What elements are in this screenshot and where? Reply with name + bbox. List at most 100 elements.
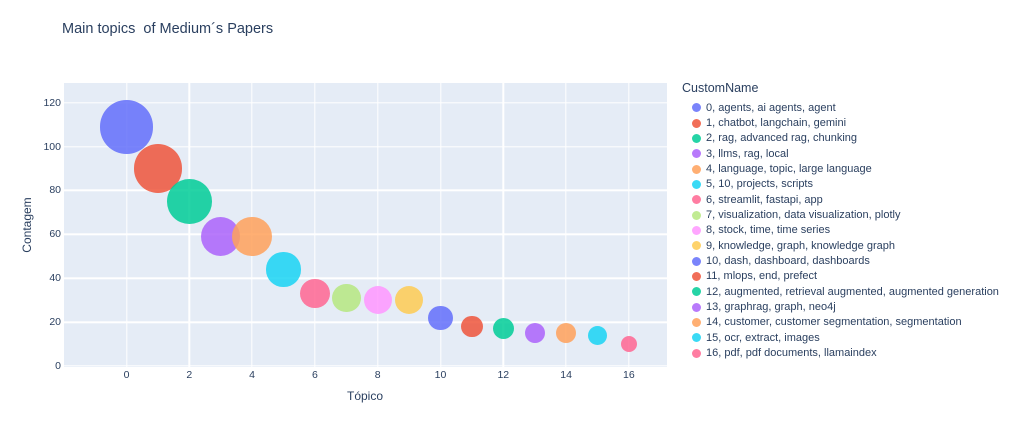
bubble-topic-4[interactable] <box>232 216 272 257</box>
x-tick-label: 14 <box>560 368 572 381</box>
x-tick-label: 0 <box>123 368 130 381</box>
legend-item-label: 4, language, topic, large language <box>706 163 872 176</box>
bubble-topic-7[interactable] <box>331 283 361 313</box>
legend-item-label: 0, agents, ai agents, agent <box>706 101 836 114</box>
bubble-topic-9[interactable] <box>395 286 424 315</box>
bubble-topic-2[interactable] <box>167 179 212 224</box>
x-gridline <box>314 83 316 367</box>
x-tick-label: 2 <box>186 368 193 381</box>
legend-item-14[interactable]: 14, customer, customer segmentation, seg… <box>682 315 1022 330</box>
legend-marker-icon <box>692 179 701 189</box>
chart-title: Main topics of Medium´s Papers <box>62 21 274 37</box>
bubble-topic-5[interactable] <box>266 252 301 287</box>
bubble-topic-13[interactable] <box>524 323 545 344</box>
legend-item-label: 8, stock, time, time series <box>706 224 831 237</box>
legend-item-label: 6, streamlit, fastapi, app <box>706 193 823 206</box>
legend-item-label: 15, ocr, extract, images <box>706 331 820 344</box>
legend-marker-icon <box>692 348 701 358</box>
legend-marker-icon <box>692 195 701 205</box>
legend-item-label: 10, dash, dashboard, dashboards <box>706 255 870 268</box>
bubble-topic-10[interactable] <box>428 305 453 330</box>
legend-item-7[interactable]: 7, visualization, data visualization, pl… <box>682 207 1022 222</box>
legend-item-label: 7, visualization, data visualization, pl… <box>706 209 901 222</box>
y-tick-label: 40 <box>49 272 61 285</box>
x-gridline <box>628 83 630 367</box>
bubble-topic-12[interactable] <box>492 318 514 340</box>
bubble-topic-11[interactable] <box>460 315 483 338</box>
legend-item-1[interactable]: 1, chatbot, langchain, gemini <box>682 115 1022 130</box>
legend-item-12[interactable]: 12, augmented, retrieval augmented, augm… <box>682 284 1022 299</box>
legend-item-label: 3, llms, rag, local <box>706 147 789 160</box>
legend-marker-icon <box>692 225 701 235</box>
x-gridline <box>125 83 128 367</box>
legend-marker-icon <box>692 103 701 113</box>
x-gridline <box>376 83 379 367</box>
bubble-topic-14[interactable] <box>556 323 577 344</box>
legend-marker-icon <box>692 149 701 159</box>
y-tick-label: 60 <box>49 228 61 241</box>
bubble-topic-15[interactable] <box>587 325 608 345</box>
legend-item-label: 12, augmented, retrieval augmented, augm… <box>706 285 999 298</box>
legend-marker-icon <box>692 333 701 343</box>
bubble-topic-0[interactable] <box>99 100 154 154</box>
legend-item-label: 13, graphrag, graph, neo4j <box>706 301 836 314</box>
y-tick-label: 80 <box>49 184 61 197</box>
legend-item-label: 1, chatbot, langchain, gemini <box>706 117 847 130</box>
bubble-topic-6[interactable] <box>300 278 330 309</box>
legend-marker-icon <box>692 317 701 327</box>
legend: CustomName 0, agents, ai agents, agent 1,… <box>682 80 1022 361</box>
legend-marker-icon <box>692 256 701 266</box>
x-tick-label: 8 <box>374 368 381 381</box>
legend-item-label: 11, mlops, end, prefect <box>706 270 818 283</box>
legend-marker-icon <box>692 164 701 174</box>
x-tick-label: 12 <box>497 368 510 381</box>
legend-marker-icon <box>692 210 701 220</box>
y-gridline <box>64 321 667 323</box>
legend-item-9[interactable]: 9, knowledge, graph, knowledge graph <box>682 238 1022 253</box>
legend-item-list: 0, agents, ai agents, agent 1, chatbot, l… <box>682 100 1022 361</box>
y-gridline <box>64 189 667 192</box>
x-tick-label: 6 <box>311 368 318 381</box>
y-axis-title: Contagem <box>20 197 34 253</box>
legend-item-6[interactable]: 6, streamlit, fastapi, app <box>682 192 1022 207</box>
legend-title: CustomName <box>682 81 759 95</box>
x-tick-label: 4 <box>249 368 256 381</box>
bubble-topic-8[interactable] <box>363 286 392 315</box>
legend-marker-icon <box>692 287 701 297</box>
legend-marker-icon <box>692 133 701 143</box>
legend-marker-icon <box>692 302 701 312</box>
legend-item-11[interactable]: 11, mlops, end, prefect <box>682 269 1022 284</box>
legend-item-5[interactable]: 5, 10, projects, scripts <box>682 177 1022 192</box>
legend-item-label: 14, customer, customer segmentation, seg… <box>706 316 962 329</box>
legend-item-10[interactable]: 10, dash, dashboard, dashboards <box>682 253 1022 268</box>
y-gridline <box>64 233 667 236</box>
legend-item-13[interactable]: 13, graphrag, graph, neo4j <box>682 299 1022 314</box>
y-gridline <box>64 365 667 367</box>
y-tick-label: 120 <box>43 96 61 109</box>
legend-marker-icon <box>692 271 701 281</box>
legend-item-8[interactable]: 8, stock, time, time series <box>682 223 1022 238</box>
y-gridline <box>64 277 667 279</box>
legend-item-3[interactable]: 3, llms, rag, local <box>682 146 1022 161</box>
y-gridline <box>64 102 667 104</box>
legend-item-4[interactable]: 4, language, topic, large language <box>682 161 1022 176</box>
x-tick-label: 10 <box>434 368 447 381</box>
legend-item-label: 5, 10, projects, scripts <box>706 178 813 191</box>
x-axis-title: Tópico <box>346 389 384 403</box>
y-tick-label: 100 <box>43 140 61 153</box>
x-gridline <box>439 83 442 367</box>
legend-item-label: 9, knowledge, graph, knowledge graph <box>706 239 895 252</box>
legend-item-label: 16, pdf, pdf documents, llamaindex <box>706 347 877 360</box>
x-gridline <box>565 83 567 367</box>
bubble-topic-16[interactable] <box>620 335 638 353</box>
legend-item-15[interactable]: 15, ocr, extract, images <box>682 330 1022 345</box>
legend-item-2[interactable]: 2, rag, advanced rag, chunking <box>682 131 1022 146</box>
legend-marker-icon <box>692 241 701 251</box>
y-gridline <box>64 145 667 148</box>
plot-area <box>64 83 667 367</box>
legend-item-0[interactable]: 0, agents, ai agents, agent <box>682 100 1022 115</box>
legend-item-16[interactable]: 16, pdf, pdf documents, llamaindex <box>682 346 1022 361</box>
y-tick-label: 0 <box>55 360 61 372</box>
x-tick-label: 16 <box>623 368 635 381</box>
